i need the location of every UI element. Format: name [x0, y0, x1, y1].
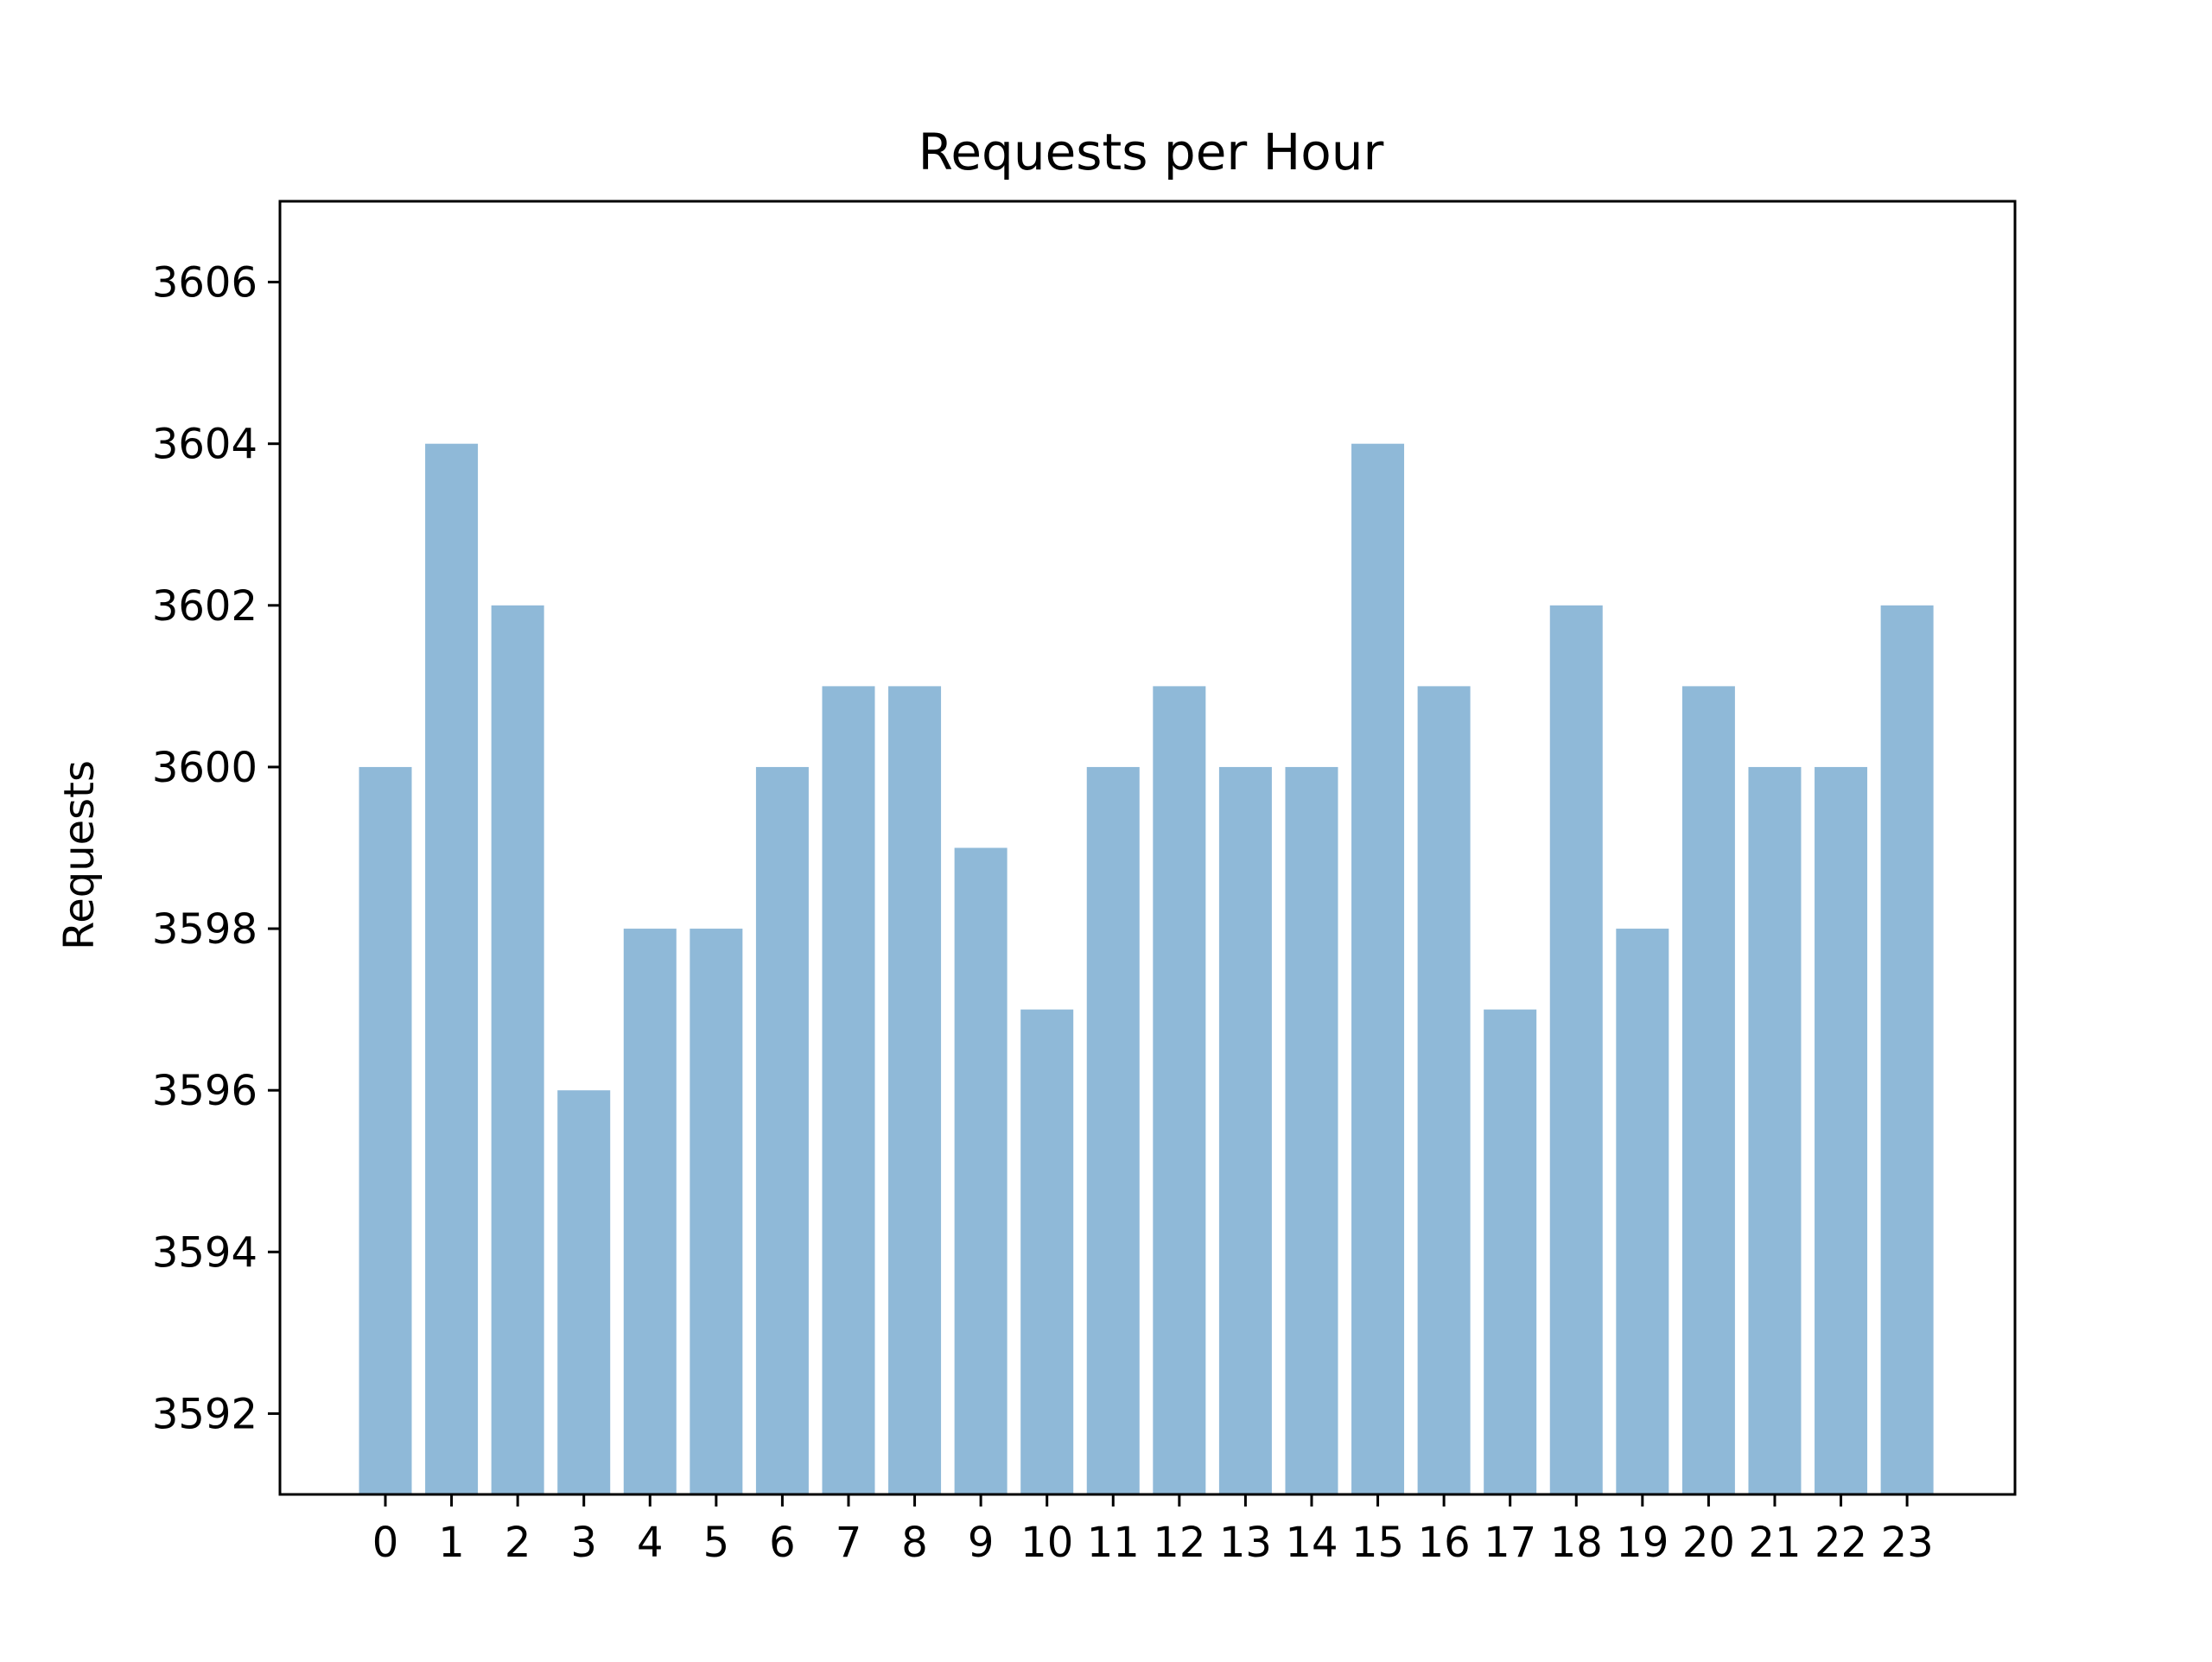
bar-10 — [1020, 1009, 1074, 1495]
x-tick-label: 3 — [570, 1519, 597, 1567]
bar-15 — [1351, 443, 1405, 1495]
x-tick-label: 1 — [438, 1519, 465, 1567]
x-tick-label: 16 — [1418, 1519, 1471, 1567]
bar-3 — [557, 1090, 611, 1494]
x-tick-label: 8 — [901, 1519, 928, 1567]
bar-9 — [954, 847, 1007, 1494]
bar-2 — [491, 605, 544, 1494]
y-tick-label: 3594 — [152, 1228, 257, 1277]
bar-6 — [755, 766, 809, 1494]
bar-13 — [1218, 766, 1272, 1494]
x-tick-label: 21 — [1748, 1519, 1801, 1567]
x-tick-label: 19 — [1616, 1519, 1669, 1567]
bar-5 — [690, 929, 743, 1494]
x-tick-label: 22 — [1815, 1519, 1867, 1567]
y-tick-label: 3602 — [152, 582, 257, 631]
x-tick-label: 14 — [1285, 1519, 1338, 1567]
bar-16 — [1417, 686, 1471, 1495]
bar-4 — [623, 929, 677, 1494]
plot-frame — [278, 200, 2017, 1496]
x-tick-label: 9 — [968, 1519, 995, 1567]
bar-11 — [1086, 766, 1140, 1494]
y-tick-label: 3604 — [152, 421, 257, 469]
bar-1 — [425, 443, 479, 1495]
bar-22 — [1815, 766, 1868, 1494]
x-tick-label: 23 — [1881, 1519, 1934, 1567]
bar-14 — [1285, 766, 1338, 1494]
x-tick-label: 13 — [1219, 1519, 1272, 1567]
bar-8 — [888, 686, 942, 1495]
bar-12 — [1153, 686, 1206, 1495]
x-tick-label: 6 — [769, 1519, 796, 1567]
x-tick-label: 2 — [505, 1519, 531, 1567]
x-tick-label: 7 — [836, 1519, 862, 1567]
x-tick-label: 15 — [1351, 1519, 1404, 1567]
bar-17 — [1484, 1009, 1537, 1495]
x-tick-label: 10 — [1020, 1519, 1073, 1567]
bars-group — [359, 443, 1934, 1495]
x-tick-label: 5 — [703, 1519, 730, 1567]
x-tick-label: 17 — [1484, 1519, 1536, 1567]
x-tick-label: 0 — [372, 1519, 399, 1567]
bar-18 — [1549, 605, 1603, 1494]
bar-19 — [1616, 929, 1669, 1494]
bar-0 — [359, 766, 412, 1494]
y-tick-label: 3596 — [152, 1067, 257, 1115]
x-tick-label: 12 — [1153, 1519, 1205, 1567]
y-tick-label: 3592 — [152, 1390, 257, 1438]
y-tick-label: 3606 — [152, 259, 257, 308]
bar-23 — [1880, 605, 1934, 1494]
bar-20 — [1681, 686, 1735, 1495]
bar-21 — [1748, 766, 1802, 1494]
x-tick-label: 4 — [637, 1519, 664, 1567]
x-axis: 0 1 2 3 4 5 6 7 8 9 10 11 12 13 14 15 16 17 18 19 20 21 22 23 — [372, 1494, 1934, 1567]
y-tick-label: 3600 — [152, 744, 257, 792]
x-tick-label: 18 — [1550, 1519, 1603, 1567]
y-tick-label: 3598 — [152, 905, 257, 954]
y-axis: 3592 3594 3596 3598 3600 3602 3604 3606 — [152, 259, 280, 1438]
x-tick-label: 20 — [1682, 1519, 1735, 1567]
bar-7 — [822, 686, 875, 1495]
chart-title: Requests per Hour — [918, 123, 1384, 181]
x-tick-label: 11 — [1087, 1519, 1140, 1567]
y-axis-label: Requests — [55, 760, 104, 950]
